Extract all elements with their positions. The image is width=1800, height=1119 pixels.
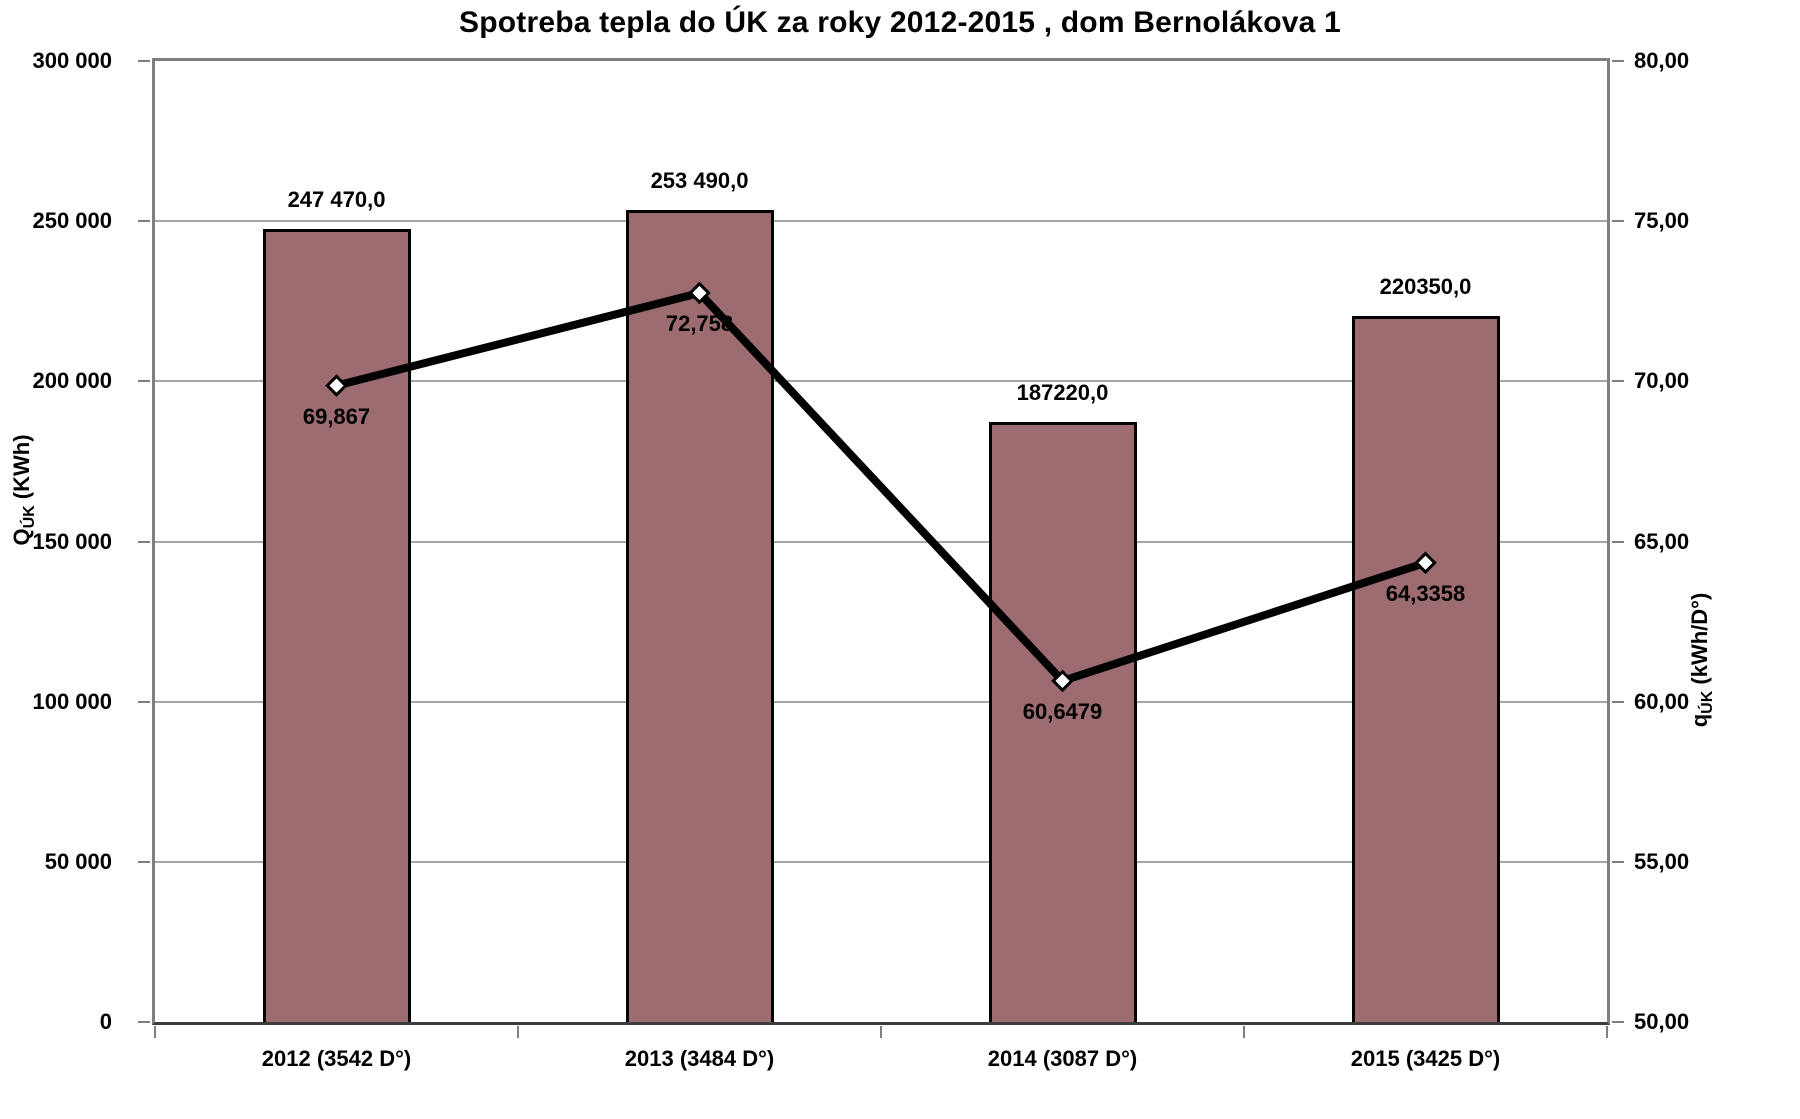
plot-area: 247 470,0 253 490,0 187220,0 220350,0 69,867… — [138, 58, 1624, 1038]
category-label: 2012 (3542 D°) — [261, 1046, 412, 1071]
left-axis-tick-label: 300 000 — [32, 48, 112, 73]
left-axis-tick — [138, 380, 150, 383]
right-axis-tick — [1612, 700, 1624, 703]
left-axis-tick — [138, 700, 150, 703]
right-axis-tick-labels: 80,00 75,00 70,00 65,00 60,00 55,00 50,00 — [1612, 48, 1752, 1034]
category-label: 2014 (3087 D°) — [987, 1046, 1138, 1071]
left-axis-tick — [138, 540, 150, 543]
x-axis-tick — [880, 1026, 882, 1038]
left-axis-tick — [138, 1021, 150, 1023]
gridline — [155, 700, 1607, 703]
right-axis-tick-label: 60,00 — [1634, 688, 1690, 714]
marker-diamond — [1414, 551, 1437, 575]
right-axis-tick — [1612, 380, 1624, 383]
x-axis-tick — [1243, 1026, 1245, 1038]
right-axis-tick-label: 50,00 — [1634, 1009, 1690, 1034]
line-path — [335, 288, 1427, 686]
left-axis-tick — [138, 60, 150, 62]
bar-2014 — [988, 422, 1137, 1022]
bar-2012 — [262, 229, 411, 1022]
right-axis-tick — [1612, 60, 1624, 62]
bar-value-label: 187220,0 — [1016, 380, 1109, 406]
bar-value-label: 247 470,0 — [287, 187, 386, 213]
gridline — [155, 220, 1607, 223]
bar-2015 — [1351, 316, 1500, 1022]
line-series-svg — [325, 281, 1437, 693]
right-axis-tick-label: 65,00 — [1634, 528, 1690, 554]
bar-value-label: 220350,0 — [1379, 274, 1472, 300]
line-value-label: 64,3358 — [1385, 580, 1466, 606]
category-label: 2015 (3425 D°) — [1350, 1046, 1501, 1071]
chart-title: Spotreba tepla do ÚK za roky 2012-2015 ,… — [459, 6, 1341, 39]
line-value-label: 72,758 — [665, 310, 734, 336]
left-axis-tick-labels: 300 000 250 000 200 000 150 000 100 000 50 00… — [0, 48, 132, 1034]
marker-diamond — [688, 281, 711, 305]
left-axis-tick-label: 100 000 — [32, 688, 112, 714]
gridline — [155, 540, 1607, 543]
right-axis-tick — [1612, 220, 1624, 223]
gridline — [155, 380, 1607, 383]
left-axis-tick-label: 250 000 — [32, 208, 112, 234]
gridline — [155, 860, 1607, 863]
x-axis-tick — [1606, 1026, 1608, 1038]
x-axis-labels: 2012 (3542 D°) 2013 (3484 D°) 2014 (3087 D… — [152, 1046, 1610, 1080]
left-axis-tick-label: 0 — [99, 1009, 112, 1034]
marker-diamond — [325, 374, 348, 397]
right-axis-tick — [1612, 540, 1624, 543]
right-axis-tick-label: 70,00 — [1634, 368, 1690, 394]
bar-value-label: 253 490,0 — [650, 168, 749, 193]
left-axis-tick-label: 150 000 — [32, 528, 112, 554]
right-axis-tick-label: 80,00 — [1634, 48, 1690, 73]
line-value-label: 69,867 — [302, 403, 371, 429]
right-axis-tick-label: 75,00 — [1634, 208, 1690, 234]
marker-diamond — [1051, 669, 1074, 693]
right-axis-tick — [1612, 1021, 1624, 1023]
x-axis-tick — [154, 1026, 156, 1038]
right-axis-tick — [1612, 860, 1624, 863]
x-axis-tick — [517, 1026, 519, 1038]
line-value-label: 60,6479 — [1022, 698, 1103, 724]
left-axis-tick-label: 50 000 — [44, 848, 112, 874]
left-axis-tick — [138, 860, 150, 863]
left-axis-tick — [138, 220, 150, 223]
left-axis-tick-label: 200 000 — [32, 368, 112, 394]
category-label: 2013 (3484 D°) — [624, 1046, 775, 1071]
right-axis-tick-label: 55,00 — [1634, 848, 1690, 874]
